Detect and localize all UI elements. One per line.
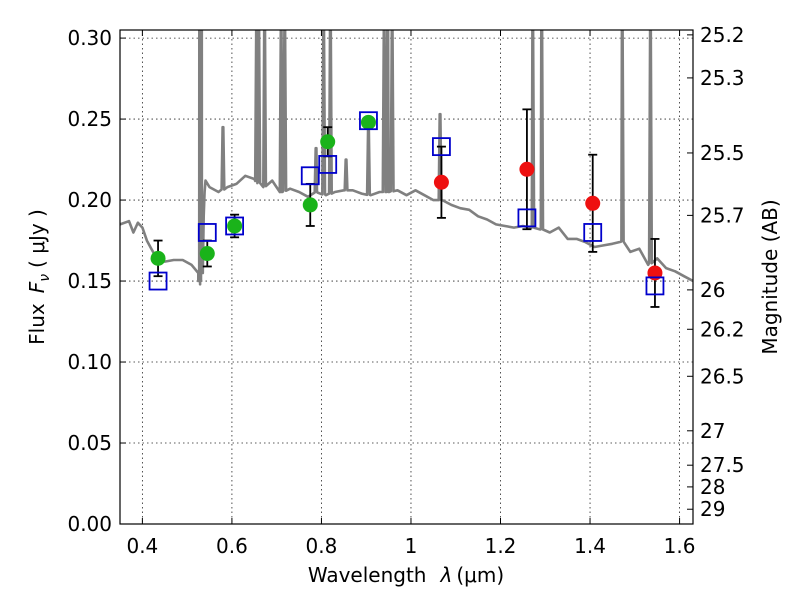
x-axis-label: Wavelength λ (μm) bbox=[308, 563, 504, 587]
y-tick-label: 0.15 bbox=[67, 269, 112, 293]
model-square bbox=[517, 208, 537, 228]
model-square bbox=[645, 276, 665, 296]
x-tick-label: 1 bbox=[405, 534, 418, 558]
grid-lines bbox=[120, 30, 693, 524]
magnitude-tick-label: 28 bbox=[700, 475, 725, 499]
y-tick-label: 0.10 bbox=[67, 350, 112, 374]
model-square bbox=[583, 223, 603, 242]
magnitude-tick-label: 25.2 bbox=[700, 23, 745, 47]
model-squares bbox=[148, 111, 665, 296]
x-tick-label: 0.4 bbox=[126, 534, 158, 558]
model-square bbox=[197, 223, 217, 242]
x-tick-label: 1.6 bbox=[664, 534, 696, 558]
model-square bbox=[432, 137, 451, 157]
data-points bbox=[150, 114, 663, 281]
data-point bbox=[302, 197, 318, 213]
magnitude-tick-label: 27 bbox=[700, 419, 725, 443]
magnitude-tick-label: 29 bbox=[700, 497, 725, 521]
data-point bbox=[150, 250, 166, 266]
y-tick-label: 0.05 bbox=[67, 431, 112, 455]
magnitude-tick-label: 25.5 bbox=[700, 141, 745, 165]
data-point bbox=[199, 246, 215, 262]
axis-ticks bbox=[120, 30, 693, 525]
x-tick-label: 1.2 bbox=[485, 534, 517, 558]
sed-template-line bbox=[120, 30, 693, 286]
magnitude-axis-label: Magnitude (AB) bbox=[758, 199, 782, 354]
magnitude-tick-label: 25.7 bbox=[700, 203, 745, 227]
magnitude-tick-label: 26.5 bbox=[700, 364, 745, 388]
x-tick-label: 0.6 bbox=[216, 534, 248, 558]
y-tick-label: 0.25 bbox=[67, 107, 112, 131]
x-tick-label: 1.4 bbox=[574, 534, 606, 558]
data-point bbox=[585, 195, 601, 211]
model-square bbox=[225, 216, 245, 236]
y-axis-label: FluxFν( μJy ) bbox=[25, 209, 53, 345]
data-point bbox=[320, 134, 336, 150]
data-point bbox=[227, 218, 243, 234]
y-tick-label: 0.30 bbox=[67, 26, 112, 50]
magnitude-tick-label: 26 bbox=[700, 278, 725, 302]
data-point bbox=[433, 174, 449, 190]
model-square bbox=[300, 166, 320, 186]
sed-template-layer bbox=[120, 30, 693, 286]
model-square bbox=[318, 155, 338, 174]
model-square bbox=[148, 271, 168, 291]
y-tick-label: 0.20 bbox=[67, 188, 112, 212]
model-square bbox=[359, 111, 378, 131]
y-tick-label: 0.00 bbox=[67, 512, 112, 536]
data-point bbox=[360, 114, 376, 130]
data-point bbox=[519, 161, 535, 177]
magnitude-tick-label: 27.5 bbox=[700, 453, 745, 477]
magnitude-tick-label: 25.3 bbox=[700, 66, 745, 90]
plot-frame bbox=[119, 29, 694, 525]
magnitude-tick-label: 26.2 bbox=[700, 317, 745, 341]
x-tick-label: 0.8 bbox=[306, 534, 338, 558]
